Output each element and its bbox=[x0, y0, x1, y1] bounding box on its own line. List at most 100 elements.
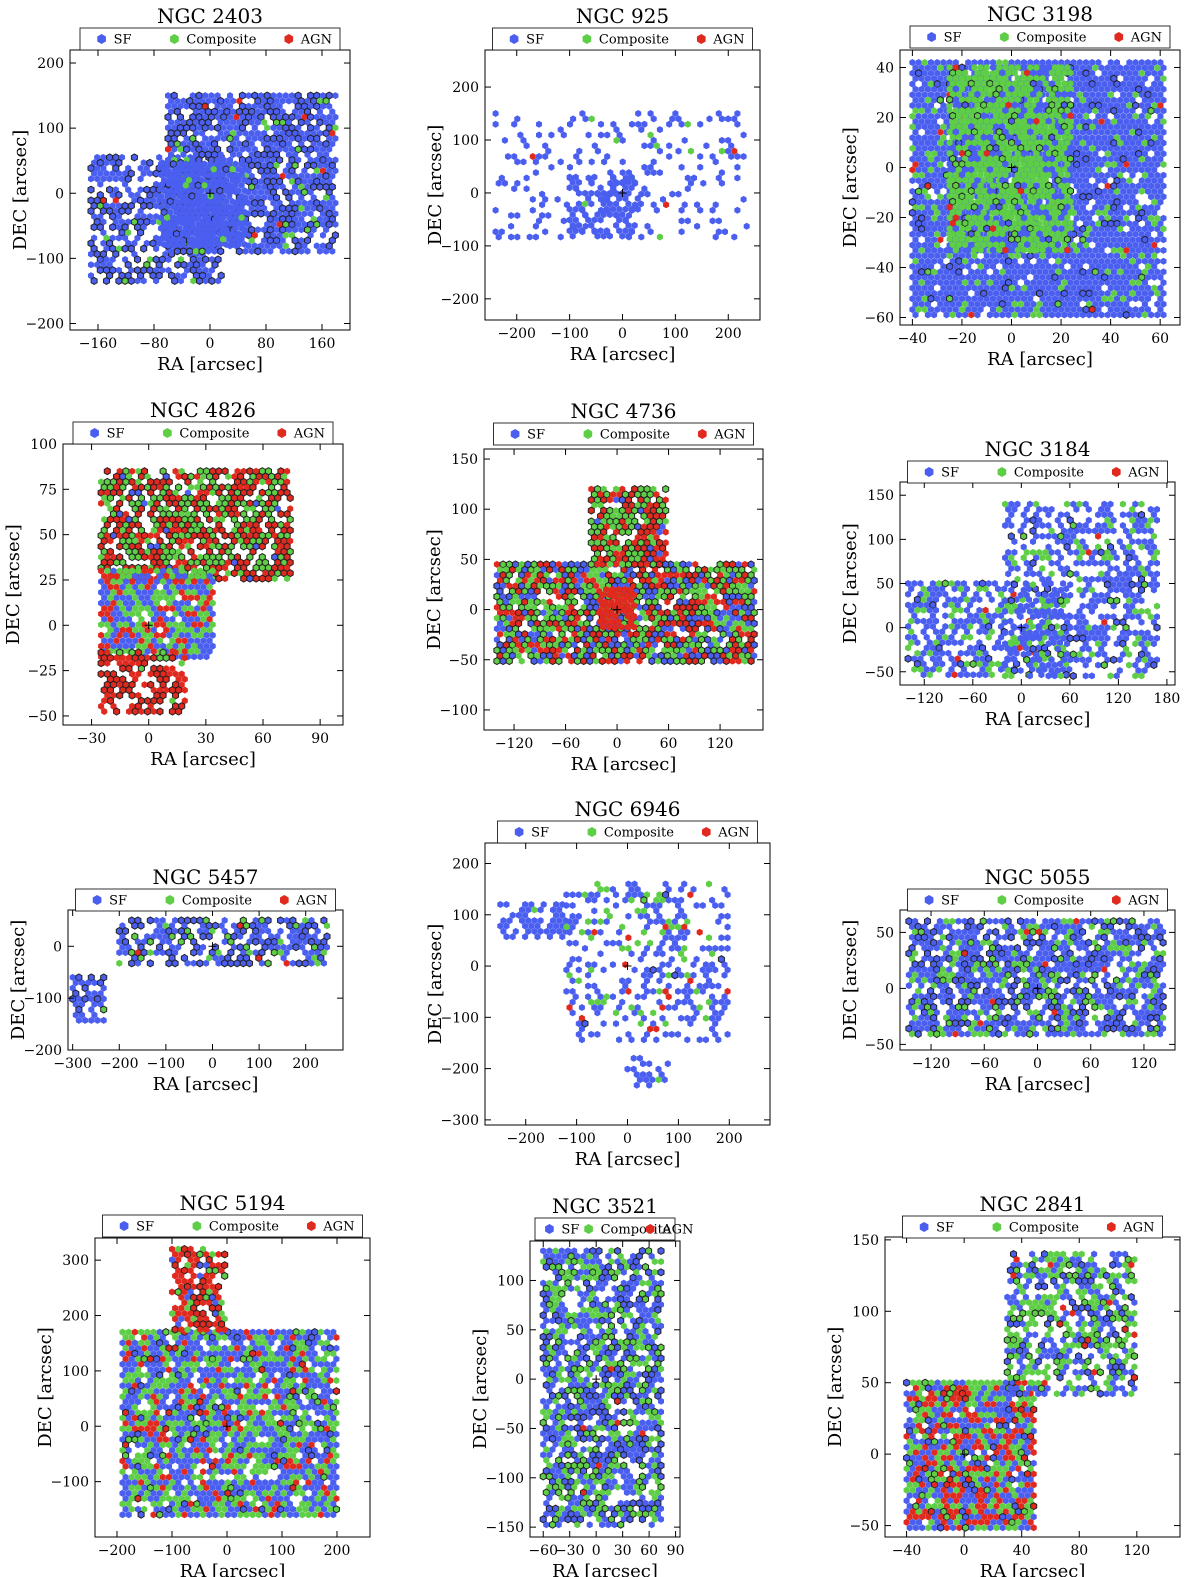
spaxel-point-composite bbox=[1151, 198, 1158, 206]
spaxel-point-composite bbox=[949, 241, 956, 249]
spaxel-point-sf bbox=[1076, 273, 1083, 281]
spaxel-point-composite bbox=[1014, 96, 1021, 104]
spaxel-point-sf bbox=[276, 210, 283, 218]
spaxel-point-sf bbox=[183, 145, 191, 154]
spaxel-point-composite bbox=[1104, 204, 1111, 211]
spaxel-point-sf bbox=[931, 85, 938, 93]
spaxel-point-sf bbox=[915, 91, 922, 99]
spaxel-point-sf bbox=[187, 615, 195, 623]
spaxel-point-sf bbox=[1064, 252, 1071, 260]
spaxel-point-sf bbox=[1061, 311, 1068, 319]
spaxel-point-sf bbox=[921, 166, 928, 174]
spaxel-point-composite bbox=[248, 182, 256, 191]
spaxel-point-sf bbox=[241, 187, 248, 195]
spaxel-point-sf bbox=[167, 241, 174, 248]
spaxel-point-composite bbox=[178, 642, 185, 650]
y-tick-label: 40 bbox=[876, 61, 894, 77]
spaxel-point-composite bbox=[116, 599, 123, 607]
spaxel-point-agn bbox=[1123, 161, 1130, 168]
spaxel-point-composite bbox=[1024, 123, 1031, 131]
spaxel-point-sf bbox=[115, 223, 122, 231]
spaxel-point-sf bbox=[172, 229, 181, 238]
spaxel-point-agn bbox=[1151, 241, 1158, 249]
spaxel-point-composite bbox=[1135, 279, 1142, 287]
spaxel-point-sf bbox=[261, 108, 268, 116]
spaxel-point-sf bbox=[160, 567, 167, 575]
spaxel-point-agn bbox=[147, 532, 154, 540]
spaxel-point-sf bbox=[949, 257, 956, 265]
spaxel-point-sf bbox=[292, 151, 299, 159]
spaxel-point-sf bbox=[1157, 80, 1164, 88]
spaxel-point-sf bbox=[694, 201, 701, 209]
spaxel-point-sf bbox=[1148, 225, 1155, 233]
spaxel-point-sf bbox=[208, 145, 215, 153]
spaxel-point-composite bbox=[1017, 198, 1024, 206]
spaxel-point-sf bbox=[179, 219, 186, 227]
spaxel-point-sf bbox=[1144, 295, 1152, 303]
spaxel-point-composite bbox=[1020, 139, 1028, 147]
spaxel-point-composite bbox=[1151, 102, 1158, 109]
spaxel-point-sf bbox=[514, 115, 521, 123]
spaxel-point-sf bbox=[1042, 300, 1049, 308]
spaxel-point-agn bbox=[1104, 182, 1111, 190]
spaxel-point-composite bbox=[1135, 204, 1142, 211]
spaxel-point-sf bbox=[968, 300, 975, 308]
spaxel-point-composite bbox=[952, 160, 960, 169]
spaxel-point-composite bbox=[1017, 90, 1024, 98]
spaxel-point-sf bbox=[931, 182, 938, 190]
spaxel-point-sf bbox=[962, 311, 969, 319]
spaxel-point-composite bbox=[282, 242, 289, 250]
spaxel-point-sf bbox=[282, 210, 289, 218]
spaxel-point-composite bbox=[1055, 268, 1062, 276]
spaxel-point-sf bbox=[619, 136, 626, 144]
spaxel-point-sf bbox=[122, 234, 129, 242]
spaxel-point-sf bbox=[1117, 257, 1124, 265]
spaxel-point-sf bbox=[1107, 187, 1114, 195]
spaxel-point-sf bbox=[270, 199, 277, 207]
spaxel-point-sf bbox=[996, 295, 1003, 303]
spaxel-point-sf bbox=[977, 59, 984, 66]
x-tick-label: 200 bbox=[715, 326, 742, 342]
spaxel-point-sf bbox=[616, 216, 623, 224]
spaxel-point-sf bbox=[173, 198, 180, 205]
spaxel-point-sf bbox=[179, 187, 186, 195]
spaxel-point-sf bbox=[1123, 268, 1130, 276]
spaxel-point-sf bbox=[1129, 246, 1136, 254]
spaxel-point-composite bbox=[184, 588, 191, 596]
spaxel-point-sf bbox=[1113, 155, 1121, 163]
spaxel-point-agn bbox=[132, 675, 139, 683]
spaxel-point-composite bbox=[1030, 166, 1037, 173]
spaxel-point-sf bbox=[690, 174, 698, 182]
spaxel-point-sf bbox=[952, 96, 959, 104]
spaxel-point-agn bbox=[1017, 187, 1024, 195]
spaxel-point-agn bbox=[284, 521, 291, 529]
spaxel-point-sf bbox=[927, 220, 935, 228]
spaxel-point-sf bbox=[622, 195, 629, 202]
spaxel-point-sf bbox=[609, 184, 617, 192]
spaxel-point-sf bbox=[204, 208, 211, 216]
spaxel-point-sf bbox=[557, 158, 564, 166]
spaxel-point-composite bbox=[949, 230, 956, 238]
spaxel-point-agn bbox=[271, 532, 278, 540]
spaxel-point-sf bbox=[1120, 198, 1127, 206]
spaxel-point-sf bbox=[119, 583, 126, 591]
spaxel-point-sf bbox=[1092, 193, 1099, 201]
spaxel-point-sf bbox=[958, 252, 966, 260]
spaxel-point-sf bbox=[157, 171, 165, 179]
spaxel-point-sf bbox=[974, 155, 981, 163]
spaxel-point-composite bbox=[144, 548, 151, 556]
spaxel-point-sf bbox=[1092, 279, 1099, 287]
spaxel-point-composite bbox=[588, 115, 595, 123]
spaxel-point-sf bbox=[535, 217, 543, 225]
spaxel-point-sf bbox=[166, 197, 174, 206]
spaxel-point-sf bbox=[1113, 284, 1121, 292]
spaxel-point-agn bbox=[222, 564, 229, 572]
spaxel-point-sf bbox=[609, 173, 617, 181]
spaxel-point-sf bbox=[127, 276, 135, 285]
spaxel-point-sf bbox=[1110, 96, 1117, 104]
spaxel-point-agn bbox=[97, 669, 105, 679]
spaxel-point-sf bbox=[319, 145, 327, 153]
spaxel-point-composite bbox=[1014, 192, 1021, 200]
spaxel-point-agn bbox=[122, 510, 129, 518]
spaxel-point-sf bbox=[208, 92, 215, 100]
